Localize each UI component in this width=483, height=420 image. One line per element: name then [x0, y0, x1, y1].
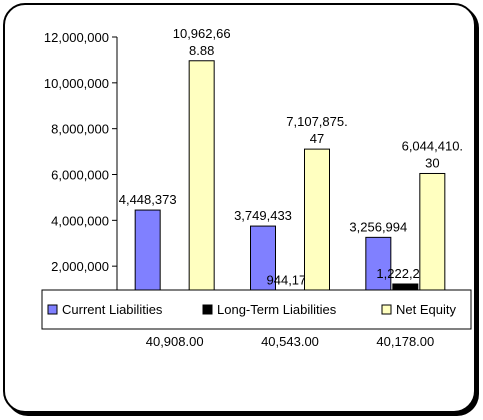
x-tick-label: 40,908.00 — [146, 334, 204, 349]
data-label: 10,962,66 — [173, 26, 231, 41]
legend-label: Current Liabilities — [62, 302, 163, 317]
bar-net-equity — [304, 148, 330, 313]
legend-swatch — [202, 304, 213, 315]
legend-swatch — [47, 304, 58, 315]
x-tick-label: 40,178.00 — [376, 334, 434, 349]
bar-net-equity — [188, 60, 215, 313]
data-label: 8.88 — [189, 43, 214, 58]
y-tick-label: 10,000,000 — [44, 76, 109, 91]
y-tick-label: 8,000,000 — [51, 122, 109, 137]
bar-net-equity — [419, 172, 446, 313]
legend — [41, 289, 472, 330]
legend-label: Net Equity — [396, 302, 456, 317]
data-label: 3,256,994 — [349, 219, 407, 234]
chart-frame — [3, 3, 476, 413]
data-label: 4,448,373 — [119, 192, 177, 207]
x-tick-label: 40,543.00 — [261, 334, 319, 349]
data-label: 7,107,875. — [286, 114, 347, 129]
data-label: 30 — [425, 155, 439, 170]
y-tick-label: 12,000,000 — [44, 30, 109, 45]
data-label: 944,171 — [267, 272, 314, 287]
data-label: 47 — [310, 131, 324, 146]
y-tick-label: 4,000,000 — [51, 213, 109, 228]
data-label: 3,749,433 — [234, 208, 292, 223]
legend-swatch — [381, 304, 392, 315]
legend-label: Long-Term Liabilities — [217, 302, 337, 317]
y-tick-label: 2,000,000 — [51, 259, 109, 274]
y-tick-label: 6,000,000 — [51, 168, 109, 183]
data-label: 6,044,410. — [402, 138, 463, 153]
